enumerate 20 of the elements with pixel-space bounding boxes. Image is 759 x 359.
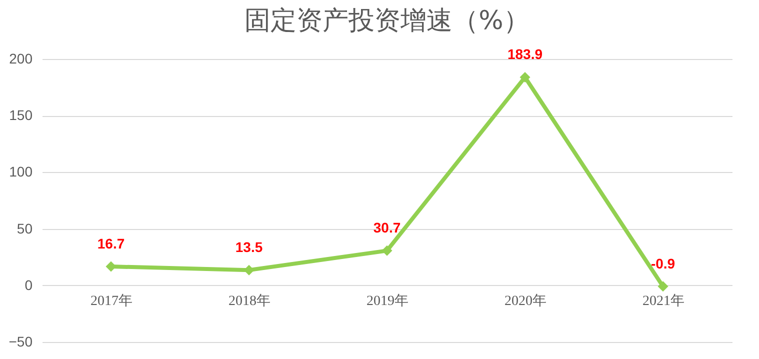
y-tick-label: 50: [16, 220, 33, 236]
chart-title: 固定资产投资增速（%）: [244, 6, 530, 36]
data-label: 183.9: [507, 46, 543, 62]
x-tick-label: 2021年: [642, 292, 684, 309]
data-label: 13.5: [235, 239, 263, 256]
x-tick-label: 2020年: [504, 292, 546, 309]
point: [520, 72, 530, 82]
data-label: -0.9: [650, 255, 676, 272]
point: [382, 245, 392, 256]
x-tick-label: 2017年: [90, 292, 132, 309]
y-tick-label: 100: [9, 164, 33, 180]
x-tick-label: 2019年: [366, 292, 408, 309]
data-label: 16.7: [97, 235, 125, 252]
y-tick-label: 0: [24, 276, 33, 293]
data-label: 30.7: [373, 220, 401, 236]
y-tick-label: −50: [8, 334, 33, 350]
point: [658, 281, 668, 292]
y-tick-label: 150: [9, 107, 33, 124]
y-tick-label: 200: [9, 50, 33, 66]
x-tick-label: 2018年: [228, 292, 270, 309]
